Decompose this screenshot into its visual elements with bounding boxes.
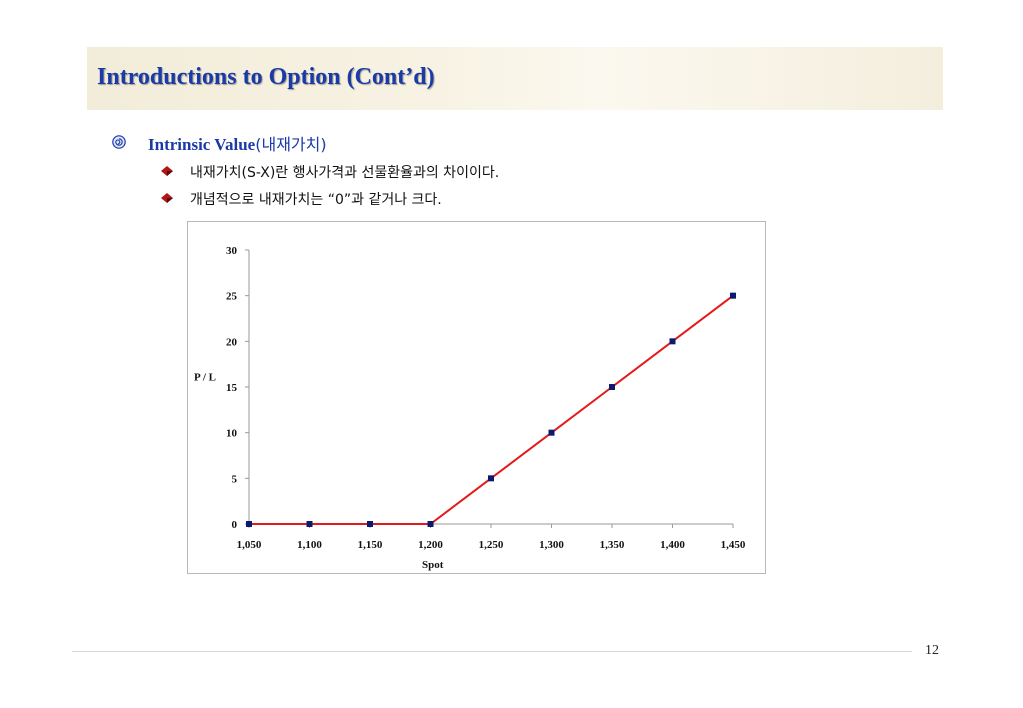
data-point-marker [427,521,434,527]
x-tick-label: 1,150 [358,539,383,551]
heading-en: Intrinsic Value [148,135,256,154]
data-point-marker [730,292,736,299]
bullet-item-1: 내재가치(S-X)란 행사가격과 선물환율과의 차이이다. [190,165,500,181]
data-point-marker [609,384,615,390]
y-tick-label: 0 [232,519,238,531]
pl-line-chart: 0 5 10 15 20 25 30 1,050 1,100 1,150 1,200 1,250 1,3… [194,245,746,571]
diamond-bullet-icon [161,193,173,203]
page-number: 12 [925,643,939,658]
y-tick-label: 5 [232,473,238,485]
bullet-item-2: 개념적으로 내재가치는 “0”과 같거나 크다. [190,192,442,208]
x-tick-label: 1,450 [721,539,746,551]
heading-ko: (내재가치) [255,135,327,154]
slide-title: Introductions to Option (Cont’d) [97,64,435,90]
y-tick-label: 10 [226,428,238,440]
y-tick-label: 15 [226,382,238,394]
x-tick-label: 1,050 [237,539,262,551]
chart-container: 0 5 10 15 20 25 30 1,050 1,100 1,150 1,200 1,250 1,3… [187,221,766,574]
data-point-marker [488,475,494,482]
diamond-bullet-icon [161,166,173,176]
intrinsic-value-heading: Intrinsic Value(내재가치) [148,131,327,155]
x-tick-label: 1,250 [479,539,504,551]
y-tick-label: 20 [226,336,238,348]
x-tick-label: 1,400 [660,539,685,551]
data-point-marker [548,429,555,436]
title-bar [87,47,943,110]
x-tick-label: 1,100 [297,539,322,551]
x-axis-label: Spot [422,559,444,571]
x-tick-label: 1,300 [539,539,564,551]
data-point-marker [246,521,252,527]
x-tick-label: 1,200 [418,539,443,551]
x-tick-label: 1,350 [600,539,625,551]
y-tick-label: 30 [226,245,238,257]
y-tick-label: 25 [226,291,238,303]
y-axis-label: P / L [194,372,216,384]
data-point-marker [306,521,313,527]
data-point-marker [367,521,373,527]
spiral-bullet-icon [112,135,126,149]
data-point-marker [669,338,676,345]
series-line [249,294,734,525]
footer-divider [72,651,912,652]
